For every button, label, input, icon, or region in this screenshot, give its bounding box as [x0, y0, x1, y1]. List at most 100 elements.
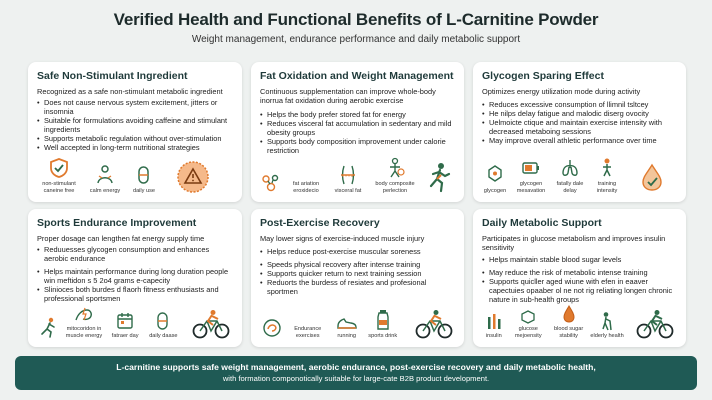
warning-badge-icon: [177, 161, 209, 193]
card-intro: Continuous supplementation can improve w…: [260, 87, 436, 106]
icon-item: Endurance exercises: [287, 324, 328, 339]
cyclist-icon: [193, 310, 230, 339]
icon-item: [412, 309, 455, 339]
card-post-exercise-recovery: Post-Exercise Recovery May lower signs o…: [251, 209, 464, 347]
bullet-item: Reduorts the burdess of resiates and pro…: [260, 278, 455, 296]
bullet-item: Slinioces both burdes d flaorh fitness e…: [37, 285, 233, 303]
bullet-item: Helps maintain stable blood sugar levels: [482, 255, 677, 264]
icon-row: mitocoridon in muscle energy fatraer day…: [37, 306, 233, 339]
icon-item: daily daase: [147, 311, 180, 339]
icon-item: elderly health: [590, 311, 624, 339]
bullet-item: Helps maintain performance during long d…: [37, 267, 233, 285]
card-title: Post-Exercise Recovery: [260, 217, 380, 229]
card-title: Fat Oxidation and Weight Management: [260, 70, 454, 82]
bullet-item: Well accepted in long-term nutritional s…: [37, 143, 233, 152]
card-glycogen-sparing: Glycogen Sparing Effect Optimizes energy…: [473, 62, 686, 202]
lungs-icon: [562, 160, 578, 177]
icon-item: glucose mejoensity: [510, 310, 547, 339]
page-title: Verified Health and Functional Benefits …: [113, 10, 599, 29]
card-intro: Recognized as a safe non-stimulant metab…: [37, 87, 223, 96]
icon-item: [190, 309, 233, 339]
calendar-icon: [117, 312, 133, 329]
header: Verified Health and Functional Benefits …: [0, 10, 712, 45]
footer-line-1: L-carnitine supports safe weight managem…: [116, 362, 596, 372]
runner-icon: [429, 163, 451, 193]
runner-icon: [40, 317, 55, 338]
fat-molecule-icon: [262, 174, 279, 192]
bullet-item: Helps reduce post-exercise muscular sore…: [260, 247, 455, 256]
sports-drink-icon: [377, 309, 389, 330]
water-drop-icon: [642, 163, 662, 191]
body-composition-icon: [390, 158, 405, 178]
page-subtitle: Weight management, endurance performance…: [191, 34, 521, 45]
icon-label: running: [337, 332, 357, 339]
icon-label: insulin: [485, 332, 502, 339]
running-shoe-icon: [336, 317, 357, 329]
bullet-item: Helps the body prefer stored fat for ene…: [260, 110, 455, 119]
icon-label: daily daase: [149, 332, 178, 339]
blood-sugar-icon: [563, 305, 575, 323]
icon-label: body composite perlection: [375, 181, 415, 194]
card-intro: Proper dosage can lengthen fat energy su…: [37, 234, 205, 243]
icon-item: blood sugar stability: [551, 304, 586, 339]
icon-item: mitocoridon in muscle energy: [64, 306, 103, 339]
bullet-item: Suitable for formulations avoiding caffe…: [37, 116, 233, 134]
icon-item: calm energy: [85, 164, 125, 194]
bullet-item: He nilps delay fatigue and malodic diser…: [482, 109, 677, 118]
icon-item: fat ariation eroxidecio: [286, 179, 326, 194]
bullet-item: Supports quicller aged wiune with efen i…: [482, 277, 677, 304]
icon-item: sports drink: [365, 309, 400, 339]
card-safe-non-stimulant: Safe Non-Stimulant Ingredient Recognized…: [28, 62, 242, 202]
icon-label: non-stimulant caneine free: [42, 181, 76, 194]
icon-item: non-stimulant caneine free: [37, 157, 81, 194]
icon-label: sports drink: [368, 332, 398, 339]
icon-item: insulin: [482, 311, 506, 339]
icon-item: [424, 162, 454, 194]
bullet-item: Supports body composition improvement un…: [260, 137, 455, 155]
cyclist-icon: [415, 310, 453, 339]
bullet-item: Supports quicker return to next training…: [260, 269, 455, 278]
icon-label: fat ariation eroxidecio: [292, 181, 320, 194]
card-sports-endurance: Sports Endurance Improvement Proper dosa…: [28, 209, 242, 347]
bullet-item: May reduce the risk of metabolic intense…: [482, 268, 677, 277]
bullet-list: Reduuesses glycogen consumption and enha…: [37, 245, 233, 303]
bullet-item: Supports metabolic regulation without ov…: [37, 134, 233, 143]
bullet-item: Speeds physical recovery after intense t…: [260, 260, 455, 269]
icon-label: glucose mejoensity: [514, 326, 542, 339]
shield-check-icon: [50, 158, 68, 179]
calm-person-icon: [97, 164, 113, 183]
icon-label: glycogen mesavation: [516, 181, 546, 194]
battery-icon: [522, 162, 539, 174]
icon-item: daily use: [129, 164, 159, 194]
card-title: Daily Metabolic Support: [482, 217, 602, 229]
bullet-list: Helps reduce post-exercise muscular sore…: [260, 247, 455, 296]
icon-item: [37, 317, 60, 339]
icon-item: running: [332, 313, 361, 339]
card-title: Safe Non-Stimulant Ingredient: [37, 70, 188, 82]
icon-label: fatraer day: [111, 332, 139, 339]
capsule-icon: [157, 311, 169, 330]
icon-item: fatraer day: [108, 311, 143, 339]
capsule-icon: [138, 165, 149, 184]
icon-row: Endurance exercises running sports drink: [260, 309, 455, 339]
icon-item: glycogen mesavation: [512, 157, 550, 194]
icon-label: blood sugar stability: [554, 326, 584, 339]
glycogen-molecule-icon: [488, 164, 502, 182]
glucose-icon: [521, 310, 535, 324]
card-intro: May lower signs of exercise-induced musc…: [260, 234, 425, 243]
elderly-icon: [602, 311, 612, 330]
icon-row: non-stimulant caneine free calm energy d…: [37, 157, 233, 194]
muscle-energy-icon: [75, 307, 92, 321]
icon-label: visceral fat: [334, 187, 362, 194]
icon-item: [634, 309, 677, 339]
icon-item: [634, 162, 670, 194]
icon-item: body composite perlection: [370, 157, 420, 194]
icon-row: glycogen glycogen mesavation fatally dal…: [482, 157, 677, 194]
icon-item: [260, 317, 283, 339]
icon-row: insulin glucose mejoensity blood sugar s…: [482, 304, 677, 339]
icon-row: fat ariation eroxidecio visceral fat bod…: [260, 157, 455, 194]
card-title: Glycogen Sparing Effect: [482, 70, 604, 82]
footer-line-2: with formation componotically suitable f…: [222, 374, 490, 383]
bullet-list: Does not cause nervous system excitement…: [37, 98, 233, 152]
icon-item: [173, 160, 213, 194]
